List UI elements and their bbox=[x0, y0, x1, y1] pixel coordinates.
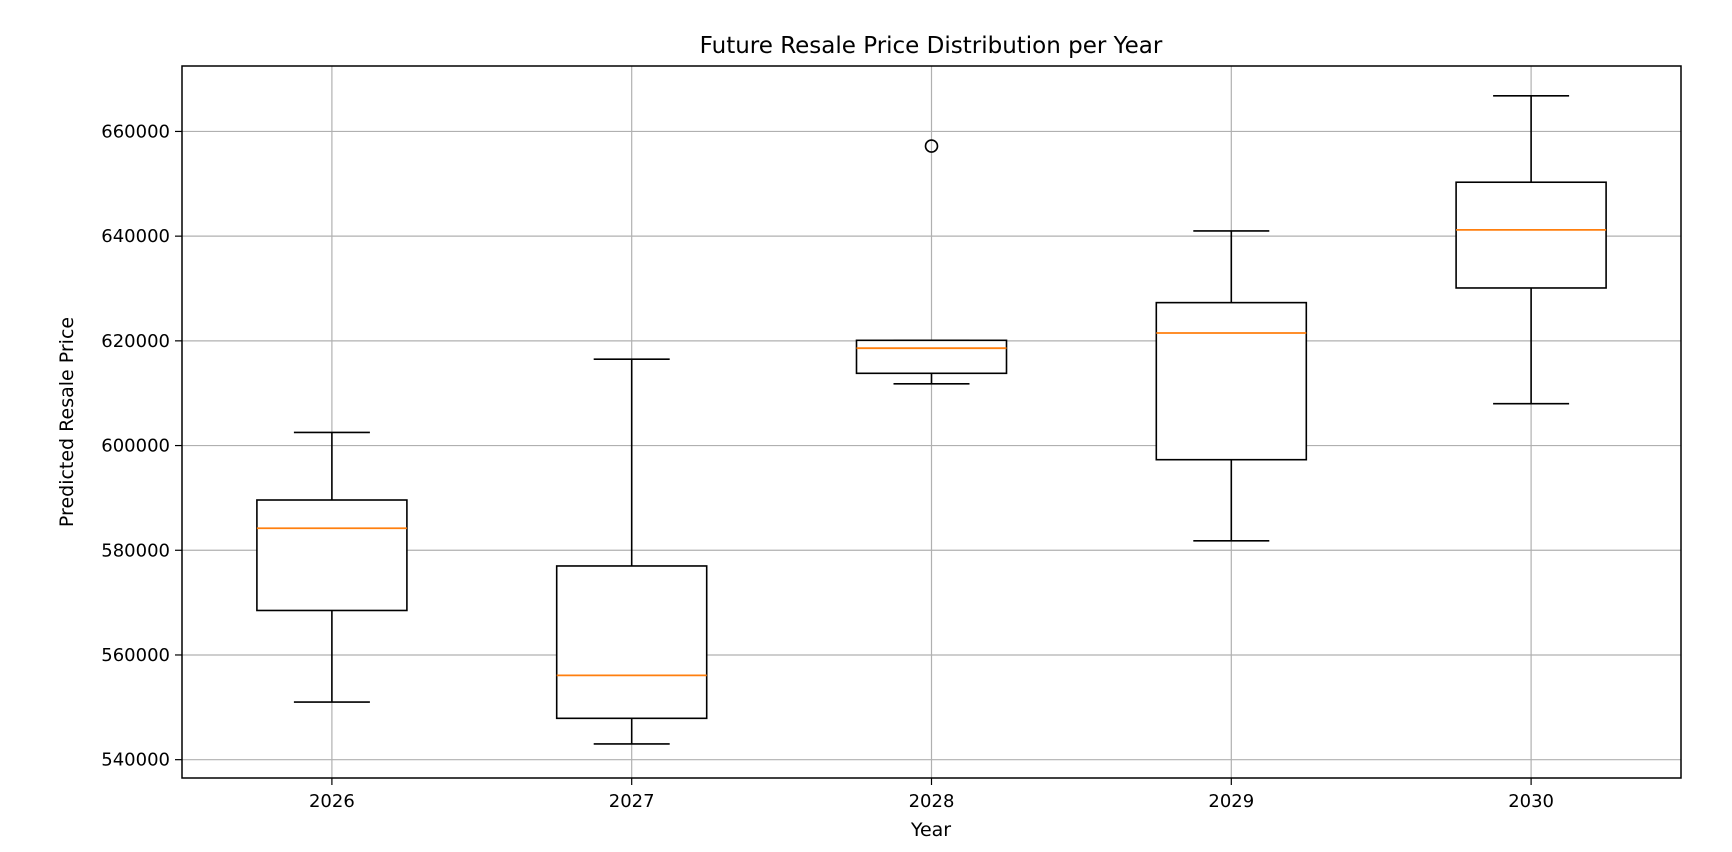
x-tick-label: 2030 bbox=[1508, 791, 1554, 812]
box-2026 bbox=[256, 431, 408, 703]
y-tick-label: 660000 bbox=[101, 121, 170, 142]
box-2030 bbox=[1455, 95, 1607, 405]
iqr-box bbox=[555, 565, 708, 720]
boxes bbox=[256, 95, 1607, 745]
x-axis-label: Year bbox=[910, 819, 951, 841]
iqr-box bbox=[855, 339, 1008, 375]
iqr-box bbox=[1455, 181, 1607, 289]
chart-title: Future Resale Price Distribution per Yea… bbox=[700, 33, 1163, 59]
y-tick-label: 600000 bbox=[101, 436, 170, 457]
box-2027 bbox=[555, 358, 708, 745]
grid-lines bbox=[182, 66, 1681, 778]
axis-ticks: 540000 560000 580000 600000 620000 640000 6600… bbox=[101, 121, 1554, 812]
x-tick-label: 2026 bbox=[309, 791, 355, 812]
x-tick-label: 2029 bbox=[1208, 791, 1254, 812]
y-tick-label: 580000 bbox=[101, 540, 170, 561]
box-2028 bbox=[855, 139, 1008, 385]
iqr-box bbox=[256, 499, 408, 612]
y-tick-label: 560000 bbox=[101, 645, 170, 666]
y-axis-label: Predicted Resale Price bbox=[56, 317, 78, 527]
outlier-point bbox=[924, 139, 939, 153]
y-tick-label: 640000 bbox=[101, 226, 170, 247]
x-tick-label: 2027 bbox=[609, 791, 655, 812]
y-tick-label: 620000 bbox=[101, 331, 170, 352]
iqr-box bbox=[1155, 301, 1308, 461]
box-2029 bbox=[1155, 230, 1308, 542]
y-tick-label: 540000 bbox=[101, 750, 170, 771]
x-tick-label: 2028 bbox=[909, 791, 955, 812]
